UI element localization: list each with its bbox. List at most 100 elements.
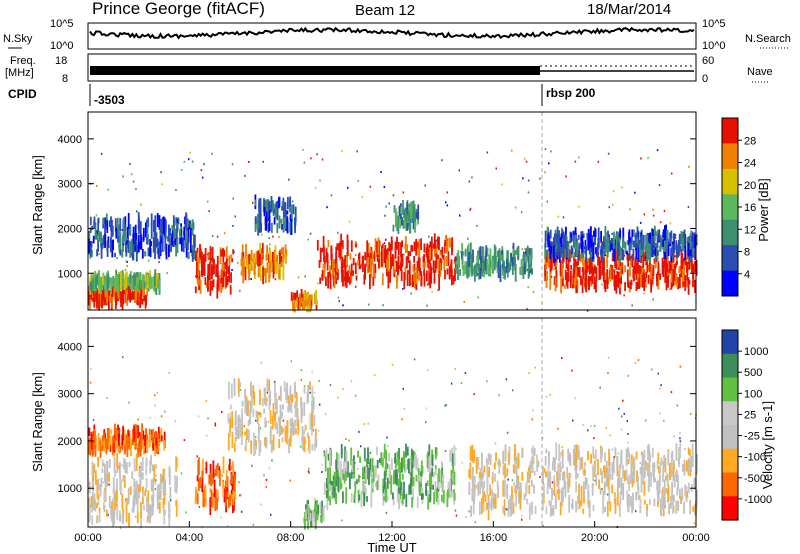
echo-cell bbox=[109, 444, 112, 452]
echo-cell bbox=[570, 246, 573, 255]
echo-cell bbox=[421, 465, 424, 475]
echo-cell bbox=[496, 480, 499, 489]
echo-cell bbox=[386, 463, 389, 469]
echo-cell bbox=[675, 262, 677, 268]
echo-cell bbox=[682, 237, 684, 252]
echo-cell bbox=[276, 200, 279, 216]
scatter-speck bbox=[350, 380, 353, 383]
echo-cell bbox=[689, 499, 692, 515]
echo-cell bbox=[352, 258, 355, 266]
echo-cell bbox=[564, 234, 567, 250]
echo-cell bbox=[430, 236, 433, 249]
scatter-speck bbox=[237, 261, 239, 264]
echo-cell bbox=[114, 492, 117, 507]
echo-cell bbox=[415, 454, 418, 470]
echo-cell bbox=[656, 480, 659, 497]
echo-cell bbox=[637, 267, 640, 283]
echo-cell bbox=[602, 265, 605, 283]
echo-cell bbox=[294, 206, 297, 223]
echo-cell bbox=[150, 241, 152, 247]
echo-cell bbox=[196, 263, 199, 272]
echo-cell bbox=[341, 262, 344, 279]
echo-cell bbox=[350, 469, 353, 479]
scatter-speck bbox=[461, 461, 464, 464]
echo-cell bbox=[260, 253, 263, 258]
echo-cell bbox=[493, 253, 496, 271]
scatter-speck bbox=[426, 304, 428, 307]
echo-cell bbox=[694, 504, 697, 516]
echo-cell bbox=[115, 428, 117, 438]
echo-cell bbox=[268, 262, 271, 278]
echo-cell bbox=[416, 458, 419, 472]
echo-cell bbox=[146, 436, 149, 453]
echo-cell bbox=[489, 255, 492, 267]
echo-cell bbox=[587, 258, 590, 266]
echo-cell bbox=[249, 255, 252, 270]
scatter-speck bbox=[452, 481, 454, 484]
scatter-speck bbox=[427, 283, 429, 286]
scatter-speck bbox=[527, 179, 530, 182]
scatter-speck bbox=[369, 185, 372, 188]
echo-cell bbox=[397, 216, 400, 234]
echo-cell bbox=[274, 263, 277, 272]
echo-cell bbox=[110, 506, 112, 519]
echo-cell bbox=[420, 493, 423, 500]
echo-cell bbox=[426, 270, 428, 282]
nave-tick-top: 60 bbox=[702, 55, 714, 67]
velocity-xticks: 00:00 04:00 08:00 12:00 16:00 20:00 00:00 bbox=[74, 521, 710, 544]
echo-cell bbox=[142, 439, 145, 455]
echo-cell bbox=[159, 489, 162, 500]
echo-cell bbox=[641, 463, 644, 479]
echo-cell bbox=[141, 423, 143, 441]
echo-cell bbox=[259, 253, 261, 267]
echo-cell bbox=[636, 279, 639, 290]
nsearch-label: N.Search bbox=[745, 33, 791, 45]
scatter-speck bbox=[458, 169, 460, 172]
echo-cell bbox=[541, 493, 544, 511]
echo-cell bbox=[587, 450, 589, 461]
echo-cell bbox=[628, 229, 631, 240]
echo-cell bbox=[155, 274, 158, 288]
scatter-speck bbox=[546, 200, 548, 203]
echo-cell bbox=[164, 221, 167, 233]
echo-cell bbox=[211, 246, 214, 263]
echo-cell bbox=[218, 466, 221, 471]
echo-cell bbox=[231, 473, 233, 484]
echo-cell bbox=[272, 200, 274, 210]
echo-cell bbox=[584, 257, 587, 275]
echo-cell bbox=[401, 493, 404, 505]
echo-cell bbox=[108, 290, 110, 296]
echo-cell bbox=[572, 284, 574, 289]
echo-cell bbox=[409, 273, 411, 287]
echo-cell bbox=[515, 456, 518, 475]
echo-cell bbox=[314, 504, 316, 515]
scatter-speck bbox=[383, 242, 386, 245]
echo-cell bbox=[146, 221, 149, 234]
scatter-speck bbox=[307, 238, 309, 241]
echo-cell bbox=[632, 248, 635, 261]
echo-cell bbox=[212, 264, 214, 276]
echo-cell bbox=[675, 500, 678, 514]
echo-cell bbox=[434, 482, 437, 490]
echo-cell bbox=[400, 269, 403, 282]
scatter-speck bbox=[148, 439, 150, 442]
echo-cell bbox=[145, 487, 147, 493]
echo-cell bbox=[450, 262, 453, 273]
scatter-speck bbox=[586, 309, 589, 312]
echo-cell bbox=[427, 494, 430, 510]
echo-cell bbox=[315, 290, 317, 305]
freq-panel bbox=[87, 53, 697, 82]
scatter-speck bbox=[314, 497, 316, 500]
scatter-speck bbox=[639, 462, 641, 465]
echo-cell bbox=[183, 226, 186, 241]
echo-cell bbox=[97, 217, 100, 224]
echo-cell bbox=[93, 220, 96, 229]
echo-cell bbox=[99, 484, 102, 497]
echo-cell bbox=[377, 237, 380, 255]
echo-cell bbox=[345, 487, 348, 504]
echo-cell bbox=[330, 449, 332, 466]
scatter-speck bbox=[136, 210, 138, 213]
echo-cell bbox=[448, 267, 451, 280]
scatter-speck bbox=[98, 252, 100, 255]
echo-cell bbox=[322, 506, 325, 522]
